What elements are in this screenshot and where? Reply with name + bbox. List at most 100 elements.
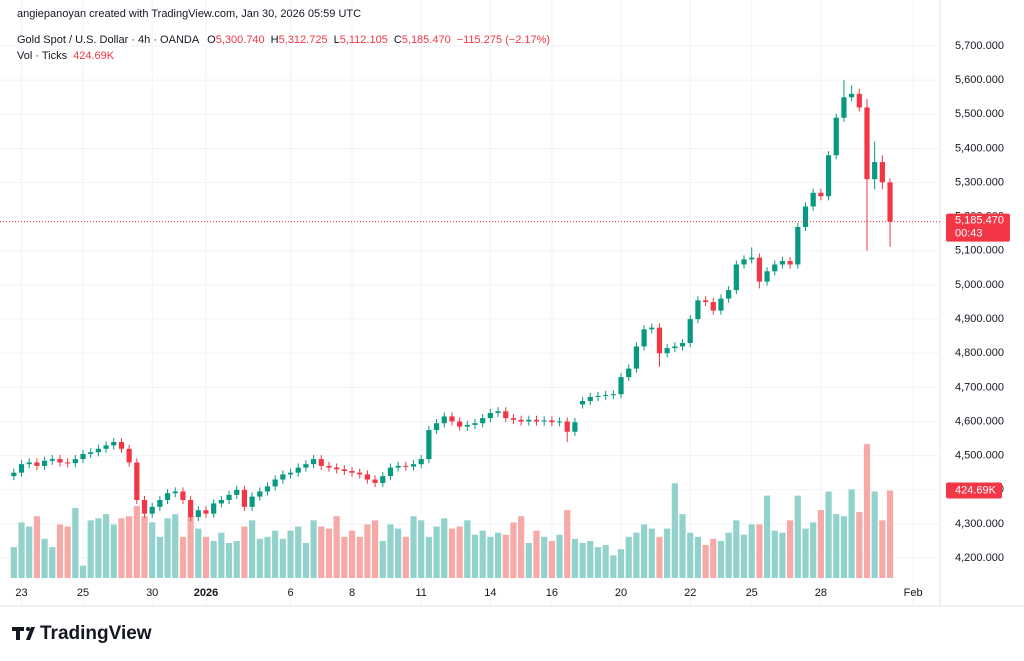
price-tag xyxy=(946,213,1010,242)
y-tick-label: 5,300.000 xyxy=(955,176,1004,188)
candle-body xyxy=(65,462,71,464)
candle-body xyxy=(180,491,186,501)
x-tick-label: 16 xyxy=(546,587,558,599)
volume-bar xyxy=(602,545,609,578)
volume-bar xyxy=(287,530,294,578)
legend-prefix: O xyxy=(207,34,216,46)
volume-bar xyxy=(418,520,425,578)
candle-body xyxy=(772,264,778,272)
volume-bar xyxy=(33,516,41,578)
logo-dot xyxy=(26,627,30,631)
volume-bar xyxy=(249,520,256,578)
candle-body xyxy=(587,396,593,402)
candle-body xyxy=(211,503,217,514)
y-tick-label: 5,700.000 xyxy=(955,40,1004,52)
volume-bar xyxy=(863,444,871,578)
candle-body xyxy=(34,462,40,466)
candle-body xyxy=(303,464,309,468)
volume-bar xyxy=(341,536,348,578)
candle-body xyxy=(856,93,862,108)
volume-bar xyxy=(640,524,648,578)
candle-body xyxy=(449,416,455,422)
candle-body xyxy=(595,395,601,397)
volume-bar xyxy=(510,522,517,578)
x-tick-label: 6 xyxy=(287,587,293,599)
candle-body xyxy=(426,430,432,460)
volume-bar xyxy=(218,532,225,578)
candle-body xyxy=(418,459,424,465)
volume-bar xyxy=(310,520,317,578)
volume-bar xyxy=(395,528,402,578)
candle-body xyxy=(80,453,86,460)
candle-body xyxy=(549,420,555,423)
candle-body xyxy=(818,192,824,197)
candle-body xyxy=(257,491,263,497)
candle-body xyxy=(472,423,478,425)
x-tick-label: 2026 xyxy=(194,587,218,599)
candle-body xyxy=(287,472,294,475)
candle-body xyxy=(664,348,670,354)
legend-value: 5,112.105 xyxy=(340,34,388,46)
volume-bar xyxy=(202,536,210,578)
legend-value: 5,300.740 xyxy=(216,34,265,46)
volume-bar xyxy=(456,526,463,578)
x-tick-label: 25 xyxy=(77,587,89,599)
x-tick-label: 28 xyxy=(815,587,827,599)
volume-bar xyxy=(126,516,133,578)
volume-bar xyxy=(256,538,263,578)
volume-bar xyxy=(587,540,594,578)
volume-bar xyxy=(295,526,302,578)
x-tick-label: 23 xyxy=(15,587,27,599)
volume-bar xyxy=(425,536,432,578)
volume-bar xyxy=(733,520,740,578)
volume-bar xyxy=(656,536,663,578)
candle-body xyxy=(464,424,470,427)
candle-body xyxy=(341,469,347,471)
candle-body xyxy=(318,459,324,466)
volume-bar xyxy=(318,526,325,578)
x-tick-label: 14 xyxy=(484,587,496,599)
volume-bar xyxy=(617,549,625,578)
legend-value: 5,185.470 xyxy=(402,34,451,46)
volume-bar xyxy=(79,565,87,578)
volume-bar xyxy=(279,538,286,578)
volume-bar xyxy=(525,542,532,578)
volume-bar xyxy=(625,536,632,578)
volume-bar xyxy=(771,530,778,578)
candle-body xyxy=(410,464,417,467)
volume-bar xyxy=(26,526,33,578)
volume-bar xyxy=(133,505,140,578)
candle-body xyxy=(387,467,394,477)
volume-bar xyxy=(779,532,786,578)
candle-body xyxy=(564,421,570,432)
candle-body xyxy=(672,346,678,349)
logo-text: TradingView xyxy=(40,623,152,644)
candle-body xyxy=(533,419,540,422)
legend-title: Gold Spot / U.S. Dollar · 4h · OANDA xyxy=(17,34,200,46)
candle-body xyxy=(364,474,370,480)
volume-bar xyxy=(464,520,471,578)
volume-bar xyxy=(502,534,509,578)
candle-body xyxy=(764,271,770,282)
candle-body xyxy=(218,500,224,504)
candle-body xyxy=(334,467,340,470)
x-tick-label: 30 xyxy=(146,587,158,599)
candle-body xyxy=(487,412,493,419)
candle-body xyxy=(380,476,386,483)
candle-body xyxy=(172,491,178,494)
candle-body xyxy=(756,257,762,282)
volume-bar xyxy=(110,524,117,578)
candle-body xyxy=(395,465,401,468)
candle-body xyxy=(518,419,524,422)
candle-body xyxy=(849,93,855,98)
volume-bar xyxy=(886,490,894,578)
candle-body xyxy=(556,421,563,423)
volume-bar xyxy=(41,538,48,578)
candle-body xyxy=(779,261,786,265)
volume-tag-value: 424.69K xyxy=(955,484,997,496)
candle-body xyxy=(618,377,624,395)
candle-body xyxy=(872,162,878,180)
candle-body xyxy=(787,261,793,265)
volume-bar xyxy=(702,545,709,578)
volume-bar xyxy=(694,536,701,578)
